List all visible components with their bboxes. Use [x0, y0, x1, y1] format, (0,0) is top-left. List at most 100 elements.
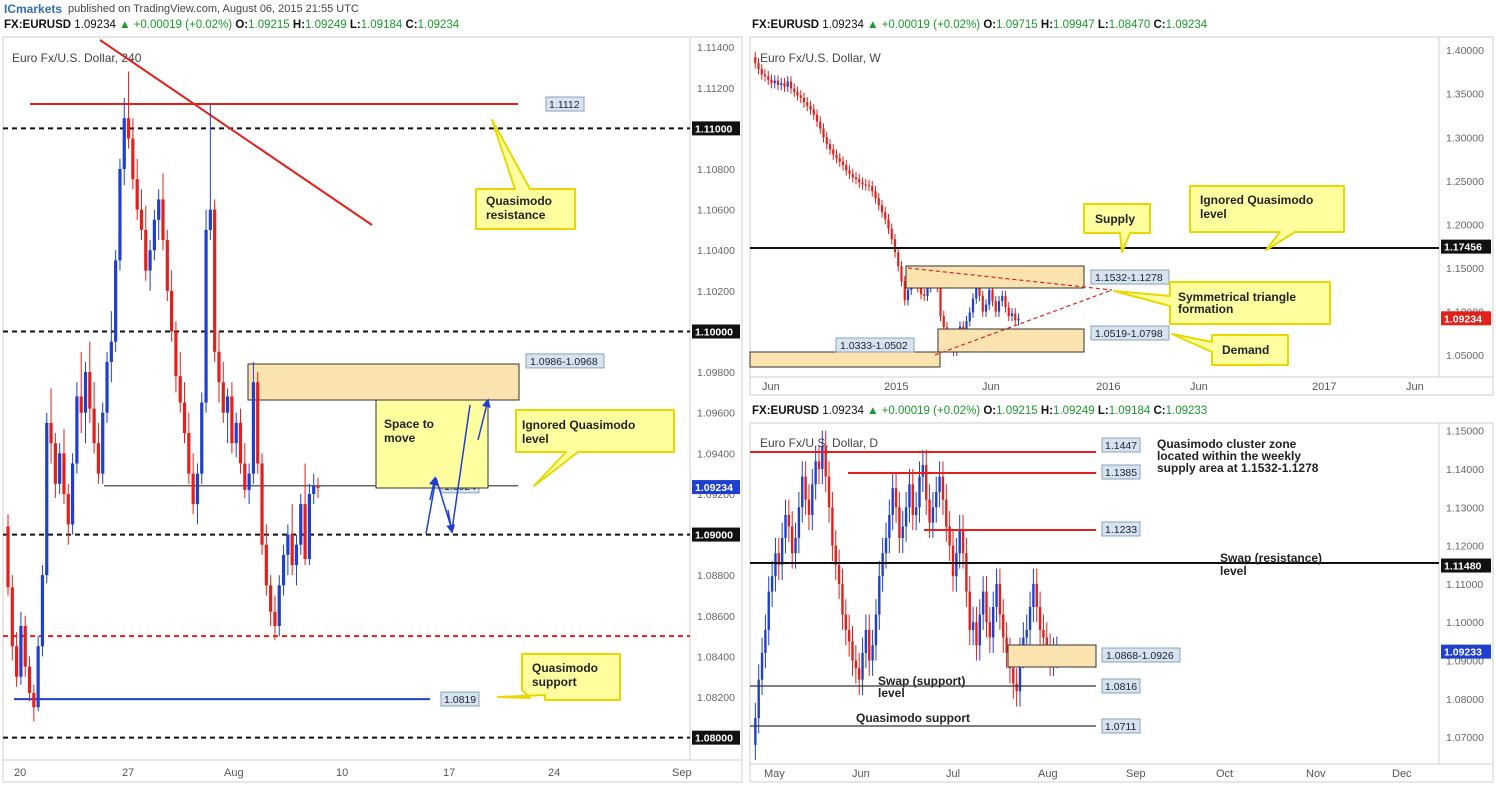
- h4-candle-body: [312, 485, 316, 494]
- weekly-candle-body: [838, 158, 841, 162]
- daily-level-tag: [1441, 558, 1491, 573]
- svg-text:Jun: Jun: [982, 381, 1000, 393]
- h4-candle-body: [70, 463, 75, 525]
- triangle-lower: [934, 289, 1113, 356]
- h4-candle-body: [230, 396, 234, 444]
- h4-candle-body: [165, 240, 169, 291]
- weekly-candle-body: [1014, 313, 1017, 321]
- arrow-down: [446, 509, 456, 534]
- h4-axis-tick: 1.10600: [697, 205, 735, 217]
- svg-text:Symmetrical triangle: Symmetrical triangle: [1178, 290, 1296, 304]
- weekly-candle-body: [786, 81, 789, 87]
- daily-current-price-tag: [1441, 644, 1491, 659]
- weekly-candle-body: [906, 289, 910, 301]
- weekly-candle-body: [780, 83, 783, 85]
- h4-axis-level-tag: [692, 121, 740, 136]
- h4-candle-body: [101, 412, 105, 474]
- h4-candle-body: [40, 575, 45, 647]
- weekly-chart-title: Euro Fx/U.S. Dollar, W: [760, 51, 881, 65]
- weekly-candle-body: [887, 219, 890, 229]
- daily-price-axis: 1.15000 1.14000 1.13000 1.12000 1.11000 1.100…: [1441, 426, 1491, 744]
- daily-axis-tick: 1.13000: [1446, 502, 1484, 514]
- svg-text:Sep: Sep: [1126, 768, 1146, 780]
- weekly-zone-labels: 1.1532-1.1278 1.0519-1.0798 1.0333-1.050…: [835, 269, 1170, 353]
- svg-text:Aug: Aug: [1038, 768, 1058, 780]
- weekly-candle-body: [832, 149, 835, 155]
- svg-text:May: May: [764, 768, 785, 780]
- weekly-candle-body: [806, 102, 809, 106]
- h4-axis-tick: 1.08000: [695, 733, 733, 745]
- h4-candle-body: [131, 138, 135, 180]
- h4-candle-body: [58, 453, 62, 484]
- h4-axis-level-tag: [692, 324, 740, 339]
- daily-candle-body: [777, 553, 780, 565]
- svg-text:support: support: [532, 675, 577, 689]
- daily-candle-body: [841, 583, 844, 615]
- h4-candle-body: [152, 219, 156, 251]
- weekly-candle-body: [991, 289, 994, 302]
- weekly-time-axis: Jun 2015 Jun 2016 Jun 2017 Jun: [762, 381, 1424, 393]
- publish-bar: ICmarkets published on TradingView.com, …: [0, 0, 1496, 18]
- h4-candle-body: [204, 229, 208, 403]
- daily-candle-body: [921, 465, 925, 477]
- space-to-move-label: Space to: [384, 417, 434, 431]
- svg-text:20: 20: [14, 767, 26, 779]
- h4-candle-body: [62, 453, 66, 494]
- daily-candle-body: [988, 622, 992, 638]
- h4-candle-body: [286, 534, 290, 555]
- weekly-candle-body: [763, 74, 767, 77]
- quasimodo-support-callout: Quasimodo support: [497, 653, 621, 701]
- svg-text:move: move: [384, 431, 416, 445]
- weekly-candle-body: [984, 304, 988, 312]
- daily-candle-body: [928, 499, 931, 523]
- svg-text:supply area at 1.1532-1.1278: supply area at 1.1532-1.1278: [1157, 461, 1319, 475]
- daily-candle-body: [941, 476, 945, 500]
- daily-candle-body: [881, 553, 884, 577]
- daily-candle-body: [874, 614, 878, 646]
- svg-text:located within the weekly: located within the weekly: [1157, 449, 1301, 463]
- daily-candle-body: [754, 718, 757, 745]
- svg-text:Quasimodo: Quasimodo: [486, 194, 552, 208]
- h4-candle-body: [79, 396, 83, 413]
- weekly-candle-body: [1001, 295, 1004, 302]
- daily-candle-body: [891, 488, 894, 515]
- weekly-candle-body: [819, 121, 822, 129]
- weekly-candle-body: [874, 191, 877, 199]
- daily-candle-body: [911, 484, 914, 515]
- h4-candle-body: [208, 209, 212, 230]
- svg-text:1.0868-1.0926: 1.0868-1.0926: [1106, 650, 1174, 662]
- daily-candle-body: [1045, 637, 1048, 650]
- daily-candle-body: [817, 461, 821, 469]
- triangle-upper: [907, 267, 1113, 291]
- svg-text:Jun: Jun: [1406, 381, 1424, 393]
- daily-candle-body: [767, 591, 770, 630]
- h4-candle-body: [66, 493, 70, 525]
- h4-candle-body: [243, 463, 247, 490]
- svg-text:1.1233: 1.1233: [1105, 524, 1137, 536]
- weekly-candle-body: [793, 88, 796, 92]
- h4-trendline: [99, 39, 373, 226]
- daily-candle-body: [904, 507, 908, 527]
- h4-frame: [2, 36, 743, 783]
- h4-candle-body: [36, 646, 40, 708]
- quasimodo-resistance-callout: Quasimodo resistance: [475, 119, 576, 230]
- daily-candle-body: [844, 614, 847, 630]
- daily-candle-body: [770, 576, 774, 592]
- h4-candle-body: [187, 433, 191, 474]
- weekly-candle-body: [997, 301, 1001, 312]
- weekly-candle-body: [789, 81, 793, 89]
- weekly-candle-body: [754, 57, 757, 64]
- weekly-candle-body: [757, 63, 760, 70]
- daily-candle-body: [938, 476, 941, 492]
- daily-candle-body: [935, 491, 938, 508]
- h4-price-axis: 1.11400 1.11200 1.11000 1.10800 1.10600 1.104…: [692, 42, 740, 745]
- daily-candle-body: [1015, 683, 1018, 692]
- daily-candle-body: [774, 553, 777, 577]
- weekly-triangle-callout: Symmetrical triangle formation: [1113, 281, 1331, 325]
- h4-candle-body: [126, 118, 131, 139]
- h4-candles: [6, 71, 320, 722]
- weekly-current-price: 1.09234: [1444, 313, 1482, 325]
- daily-candle-body: [1042, 629, 1045, 638]
- h4-axis-tick: 1.09400: [697, 448, 735, 460]
- publish-info: published on TradingView.com, August 06,…: [68, 3, 359, 15]
